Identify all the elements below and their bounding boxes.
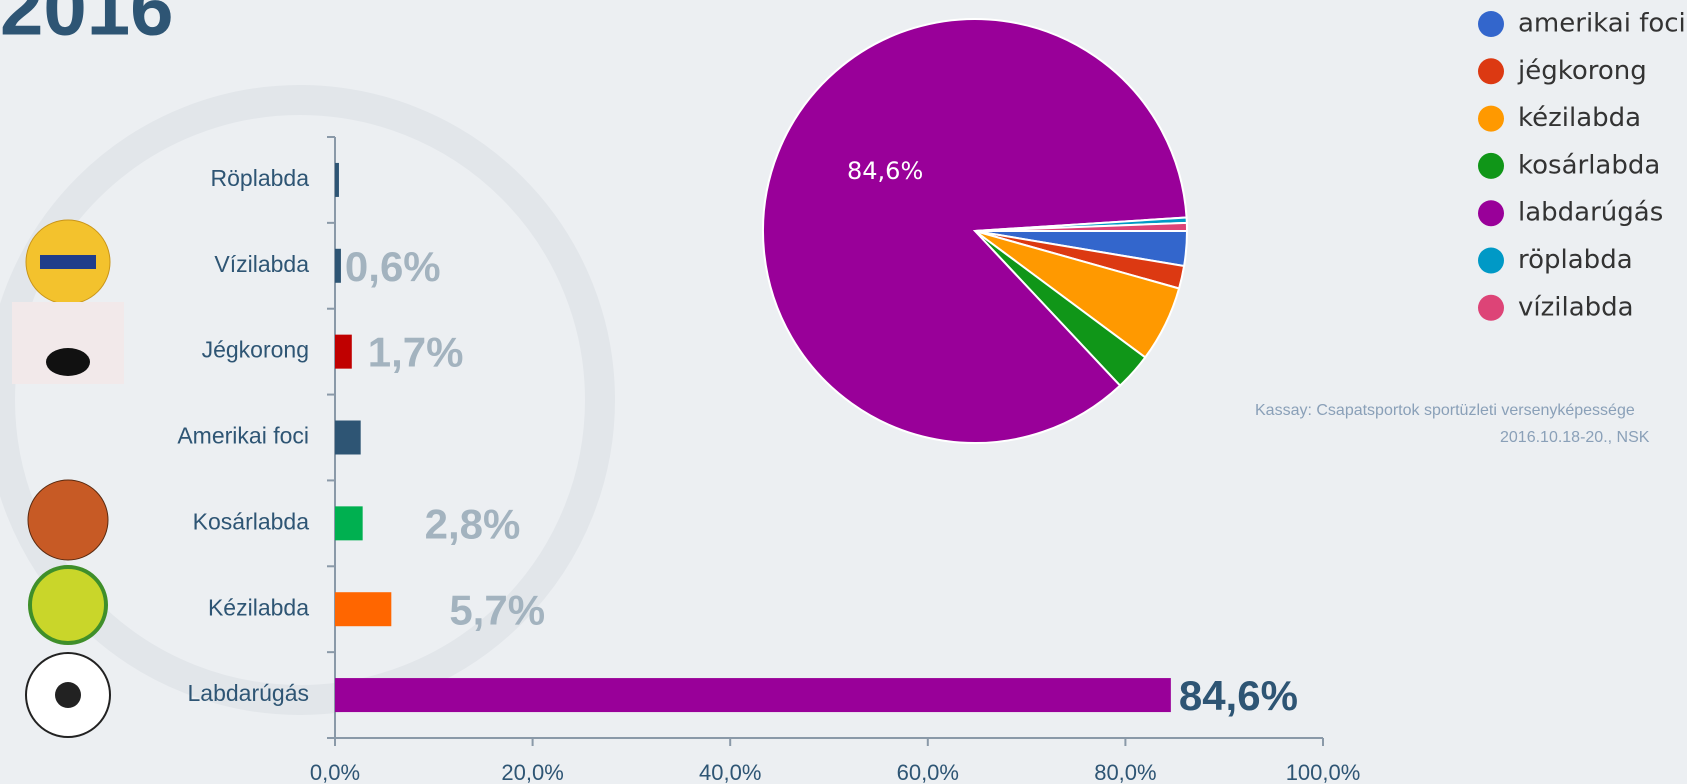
legend-swatch: [1478, 105, 1504, 132]
hockey-puck: [46, 348, 90, 376]
legend-label: kézilabda: [1518, 103, 1641, 133]
legend-label: röplabda: [1518, 245, 1633, 275]
x-tick-label: 100,0%: [1286, 760, 1361, 784]
slide-title: 2016: [0, 0, 174, 52]
legend-label: vízilabda: [1518, 292, 1634, 322]
bar: [335, 420, 361, 455]
legend-label: amerikai foci: [1518, 9, 1686, 39]
basketball: [27, 479, 109, 561]
legend-swatch: [1478, 294, 1504, 321]
category-label: Vízilabda: [214, 251, 309, 277]
football-patch: [55, 682, 81, 708]
pie-slice: [974, 221, 1189, 232]
category-label: Amerikai foci: [177, 423, 309, 449]
value-label: 84,6%: [1179, 672, 1298, 719]
legend-swatch: [1478, 58, 1504, 85]
x-tick-label: 40,0%: [699, 760, 761, 784]
legend-label: labdarúgás: [1518, 198, 1663, 228]
category-label: Jégkorong: [202, 337, 309, 363]
x-tick-label: 60,0%: [897, 760, 959, 784]
category-label: Kézilabda: [208, 594, 309, 620]
bar: [335, 334, 352, 369]
x-tick-label: 20,0%: [501, 760, 563, 784]
source: Kassay: Csapatsportok sportüzleti versen…: [1255, 402, 1635, 419]
water-polo-ball-band: [40, 255, 96, 269]
bar: [335, 162, 339, 197]
value-label: 5,7%: [449, 586, 545, 633]
value-label: 2,8%: [425, 500, 521, 547]
legend-swatch: [1478, 11, 1504, 37]
x-tick-label: 80,0%: [1094, 760, 1156, 784]
legend-label: jégkorong: [1517, 56, 1647, 86]
bar: [335, 506, 363, 541]
value-label: 0,6%: [345, 243, 441, 290]
slice-label: 84,6%: [847, 157, 923, 185]
bar: [335, 248, 341, 283]
legend-swatch: [1478, 200, 1504, 227]
pie-slice: [762, 18, 1188, 444]
legend-swatch: [1478, 152, 1504, 179]
bar: [335, 592, 392, 627]
bar: [335, 678, 1171, 713]
legend-swatch: [1478, 247, 1504, 274]
value-label: 1,7%: [368, 329, 464, 376]
x-tick-label: 0,0%: [310, 760, 360, 784]
handball: [28, 565, 108, 645]
category-label: Röplabda: [211, 165, 310, 191]
legend-label: kosárlabda: [1518, 150, 1660, 180]
watermark: [0, 85, 615, 715]
source: 2016.10.18-20., NSK: [1500, 429, 1650, 446]
category-label: Kosárlabda: [193, 508, 310, 534]
category-label: Labdarúgás: [188, 680, 310, 706]
